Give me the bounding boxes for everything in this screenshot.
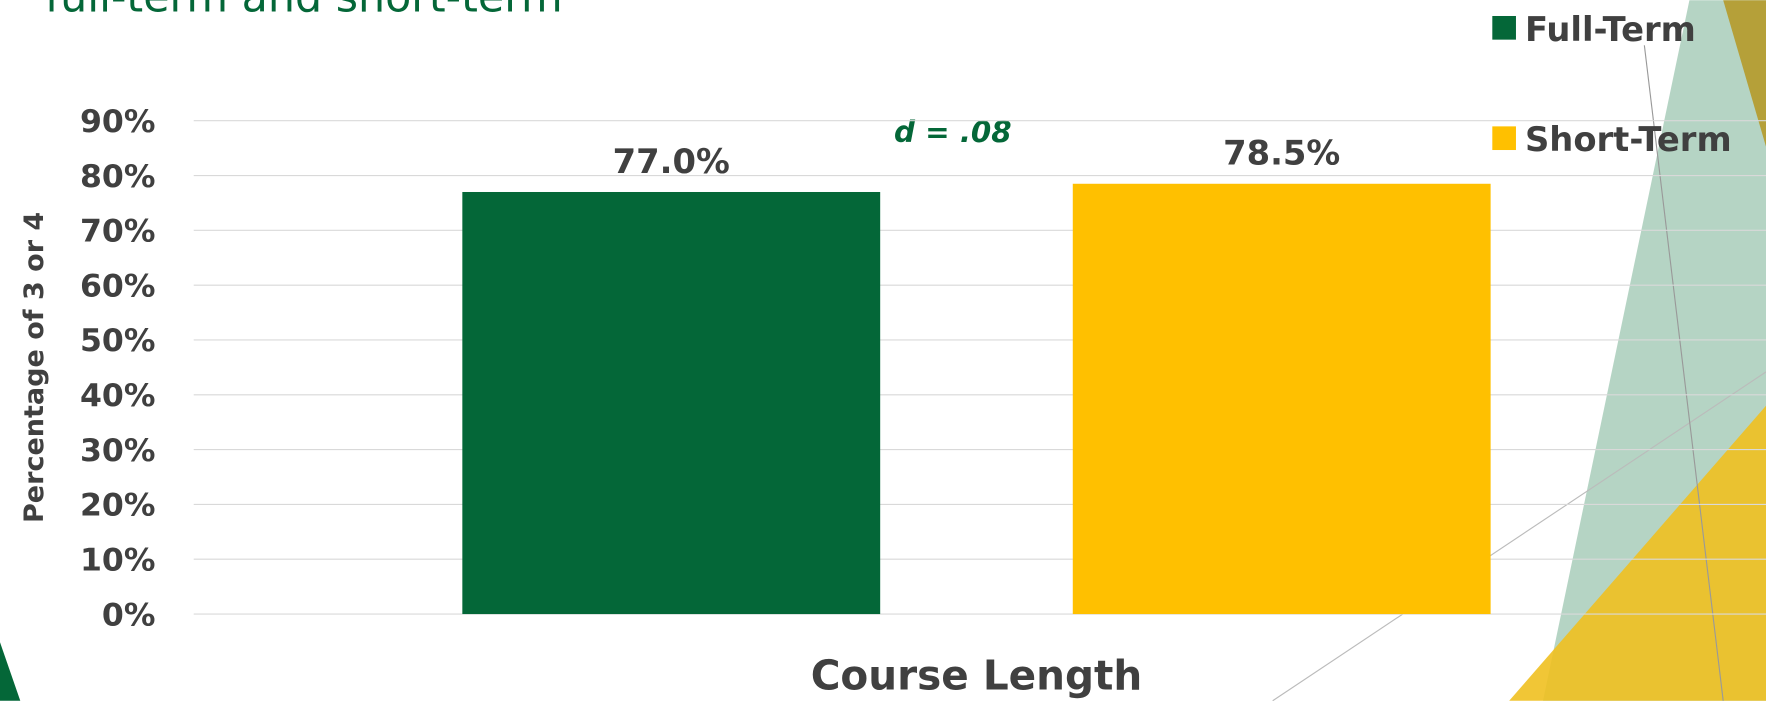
- y-tick-label: 20%: [80, 488, 155, 524]
- y-tick-label: 10%: [80, 542, 155, 578]
- decoration: [0, 0, 1766, 701]
- bar: [1073, 184, 1491, 614]
- chart: full-term and short-term Percentage of 3…: [0, 0, 1766, 701]
- y-tick-label: 60%: [80, 268, 155, 304]
- legend-label: Short-Term: [1525, 120, 1732, 159]
- y-tick-label: 70%: [80, 214, 155, 250]
- y-tick-label: 90%: [80, 104, 155, 140]
- legend-swatch: [1492, 126, 1516, 150]
- y-tick-label: 40%: [80, 378, 155, 414]
- data-label: 78.5%: [1223, 134, 1340, 173]
- bar: [462, 192, 880, 614]
- chart-title: full-term and short-term: [45, 0, 563, 22]
- y-tick-label: 80%: [80, 159, 155, 195]
- legend-label: Full-Term: [1525, 10, 1696, 49]
- data-label: 77.0%: [613, 142, 730, 181]
- x-axis-label: Course Length: [811, 652, 1143, 700]
- legend-swatch: [1492, 16, 1516, 40]
- y-tick-label: 30%: [80, 433, 155, 469]
- y-tick-label: 50%: [80, 323, 155, 359]
- y-tick-label: 0%: [102, 597, 156, 633]
- y-axis-label: Percentage of 3 or 4: [19, 212, 50, 523]
